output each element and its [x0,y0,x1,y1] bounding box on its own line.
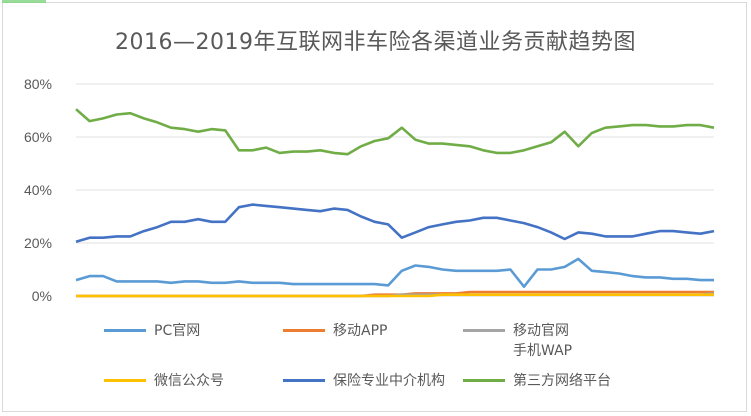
y-tick-label: 20% [24,235,52,251]
chart-title: 2016—2019年互联网非车险各渠道业务贡献趋势图 [115,30,636,55]
y-tick-label: 80% [24,76,52,92]
chart-frame [2,2,747,412]
y-tick-label: 0% [32,288,52,304]
series-line-4 [75,203,715,243]
y-tick-label: 40% [24,182,52,198]
corner-watermark [2,0,46,3]
series-lines [75,108,715,298]
y-tick-labels: 0% 20% 40% 60% 80% [24,76,52,304]
series-line-5 [75,108,715,156]
series-line-0 [75,257,714,289]
series-line-3 [76,293,714,298]
y-tick-label: 60% [24,129,52,145]
gridlines [76,83,714,297]
